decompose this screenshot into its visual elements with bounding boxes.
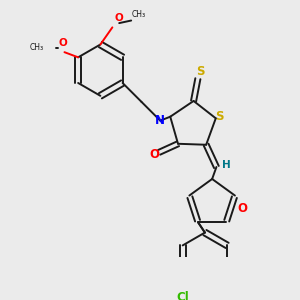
Text: O: O bbox=[115, 13, 124, 23]
Text: N: N bbox=[155, 114, 165, 127]
Text: Cl: Cl bbox=[176, 291, 189, 300]
Text: CH₃: CH₃ bbox=[30, 44, 44, 52]
Text: H: H bbox=[222, 160, 231, 170]
Text: CH₃: CH₃ bbox=[132, 10, 146, 19]
Text: O: O bbox=[58, 38, 67, 48]
Text: S: S bbox=[215, 110, 224, 123]
Text: S: S bbox=[196, 65, 205, 78]
Text: O: O bbox=[238, 202, 248, 215]
Text: O: O bbox=[149, 148, 159, 160]
